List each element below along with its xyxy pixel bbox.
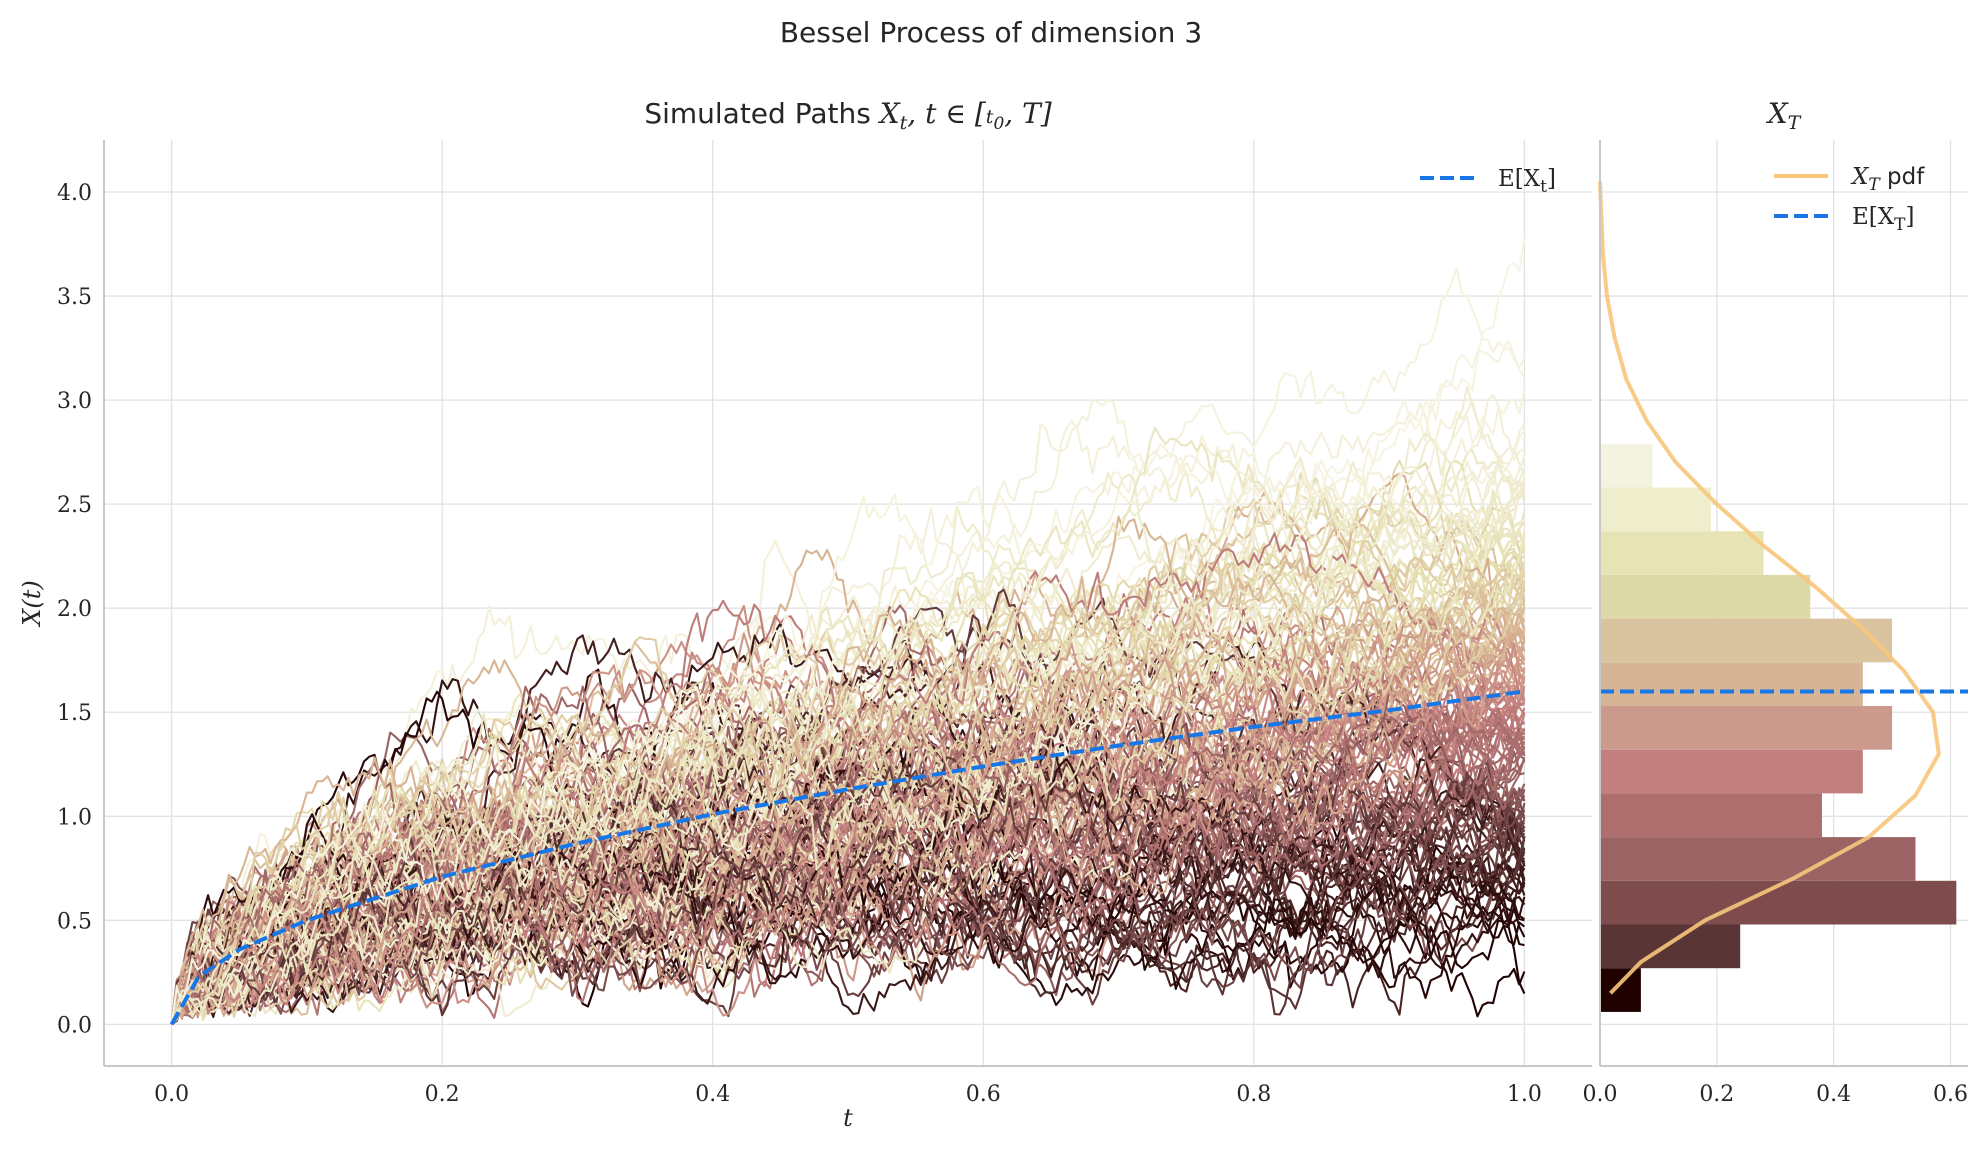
main-x-tick-label: 0.6 [966,1082,1001,1107]
terminal-histogram-axes: 0.0 0.2 0.4 0.6 XT XT pdf E[XT] [1583,97,1968,1107]
legend-pdf-word: pdf [1880,164,1926,190]
histogram-bar [1600,924,1741,969]
main-title-t: t [986,106,994,128]
main-y-axis-label: X(t) [18,580,46,627]
legend-label-terminal-expected: E[XT] [1852,204,1914,235]
main-y-tick-label: 1.0 [57,805,92,830]
histogram-bar [1600,749,1863,794]
main-axes-title: Simulated Paths Xt, t ∈ [t0, T] [644,97,1051,134]
histogram-bars [1600,443,1957,1012]
sample-path [170,389,1526,1025]
side-spines [1599,140,1968,1067]
sample-path [170,504,1526,1025]
side-axes-title: XT [1766,97,1802,134]
main-y-tick-label: 0.5 [57,909,92,934]
legend-mean-sub: T [1894,215,1906,235]
main-y-tick-label: 3.5 [57,285,92,310]
histogram-bar [1600,574,1811,619]
legend-mean-close: ] [1905,204,1914,230]
sample-path [170,515,1526,1025]
histogram-bar [1600,837,1916,881]
legend-pdf-math: X [1850,164,1870,190]
legend-sub: t [1540,177,1547,197]
main-y-tick-label: 2.5 [57,493,92,518]
histogram-bar [1600,487,1711,532]
sample-path [170,585,1526,1025]
histogram-bar [1600,706,1893,750]
main-title-sub: t [900,112,908,134]
main-y-ticks: 0.0 0.5 1.0 1.5 2.0 2.5 3.0 3.5 4.0 [57,181,92,1038]
main-axes: 0.0 0.2 0.4 0.6 0.8 1.0 0.0 0.5 1.0 1.5 2.0 2.5 3.0… [18,97,1592,1132]
sample-path [170,531,1526,1025]
figure-suptitle: Bessel Process of dimension 3 [780,16,1202,49]
sample-path [170,642,1526,1025]
sample-path [170,586,1526,1025]
main-x-tick-label: 0.4 [695,1082,730,1107]
sample-path [170,744,1526,1025]
main-x-tick-label: 0.0 [154,1082,189,1107]
main-title-sub0: 0 [993,114,1004,134]
histogram-bar [1600,531,1764,575]
histogram-bar [1600,443,1653,488]
legend-pdf-sub: T [1868,175,1881,195]
side-title-sub: T [1788,112,1802,134]
sample-path [170,668,1525,1025]
main-y-tick-label: 2.0 [57,597,92,622]
histogram-bar [1600,968,1641,1012]
sample-path [170,813,1526,1025]
sample-path [170,611,1526,1025]
histogram-bar [1600,618,1893,663]
sample-path [170,631,1526,1025]
legend-close: ] [1547,166,1556,192]
side-x-tick-label: 0.2 [1699,1082,1734,1107]
main-y-tick-label: 3.0 [57,389,92,414]
sample-path [170,398,1526,1025]
sample-path [170,690,1526,1026]
main-x-tick-label: 0.8 [1236,1082,1271,1107]
pdf-line [1598,181,1941,995]
histogram-bar [1600,662,1863,707]
sample-path [170,683,1526,1025]
main-legend: E[Xt] [1420,166,1556,197]
sample-path [170,491,1526,1025]
side-x-tick-label: 0.6 [1933,1082,1968,1107]
main-x-axis-label: t [843,1104,853,1132]
side-legend: XT pdf E[XT] [1774,164,1925,235]
sample-path [170,437,1526,1025]
expected-value-line [169,689,1525,1026]
legend-label-expected: E[Xt] [1498,166,1556,197]
main-x-tick-label: 0.2 [425,1082,460,1107]
side-x-tick-label: 0.4 [1816,1082,1851,1107]
main-y-tick-label: 4.0 [57,181,92,206]
legend-label-pdf: XT pdf [1850,164,1925,195]
main-y-tick-label: 0.0 [57,1013,92,1038]
main-x-tick-label: 1.0 [1507,1082,1542,1107]
sample-path [170,562,1526,1025]
histogram-bar [1600,880,1957,925]
sample-path [170,668,1526,1025]
main-title-rest: , t ∈ [ [907,97,987,130]
histogram-bar [1600,793,1822,838]
main-title-math: Xt, t ∈ [t0, T] [878,97,1052,134]
sample-path [170,710,1526,1025]
main-x-ticks: 0.0 0.2 0.4 0.6 0.8 1.0 [154,1082,1542,1107]
main-title-end: , T] [1004,97,1051,130]
sample-path [170,472,1525,1025]
side-x-ticks: 0.0 0.2 0.4 0.6 [1583,1082,1968,1107]
sample-path [170,807,1526,1025]
simulated-paths [170,238,1526,1026]
main-y-tick-label: 1.5 [57,701,92,726]
main-spines [103,140,1592,1067]
sample-path [170,426,1526,1025]
side-x-tick-label: 0.0 [1583,1082,1618,1107]
